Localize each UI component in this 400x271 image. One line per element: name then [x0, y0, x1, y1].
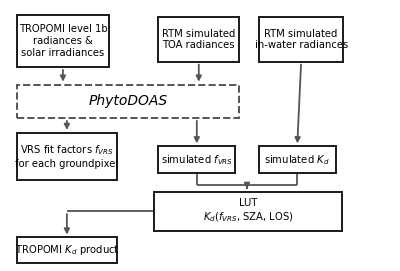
FancyBboxPatch shape [17, 15, 109, 67]
FancyBboxPatch shape [259, 18, 344, 62]
Text: simulated $f_{\mathit{VRS}}$: simulated $f_{\mathit{VRS}}$ [161, 153, 233, 167]
Text: RTM simulated
TOA radiances: RTM simulated TOA radiances [162, 29, 236, 50]
FancyBboxPatch shape [17, 85, 239, 118]
Text: PhytoDOAS: PhytoDOAS [88, 94, 168, 108]
FancyBboxPatch shape [17, 237, 117, 263]
Text: RTM simulated
in-water radiances: RTM simulated in-water radiances [254, 29, 348, 50]
Text: LUT
$K_d(f_{\mathit{VRS}}$, SZA, LOS): LUT $K_d(f_{\mathit{VRS}}$, SZA, LOS) [203, 198, 293, 224]
FancyBboxPatch shape [259, 146, 336, 173]
Text: simulated $K_d$: simulated $K_d$ [264, 153, 330, 167]
FancyBboxPatch shape [17, 133, 117, 180]
FancyBboxPatch shape [158, 146, 235, 173]
Text: TROPOMI level 1b
radiances &
solar irradiances: TROPOMI level 1b radiances & solar irrad… [19, 24, 107, 57]
Text: VRS fit factors $f_{\mathit{VRS}}$
for each groundpixel: VRS fit factors $f_{\mathit{VRS}}$ for e… [15, 144, 118, 169]
FancyBboxPatch shape [158, 18, 239, 62]
FancyBboxPatch shape [154, 192, 342, 231]
Text: TROPOMI $K_d$ product: TROPOMI $K_d$ product [14, 243, 119, 257]
